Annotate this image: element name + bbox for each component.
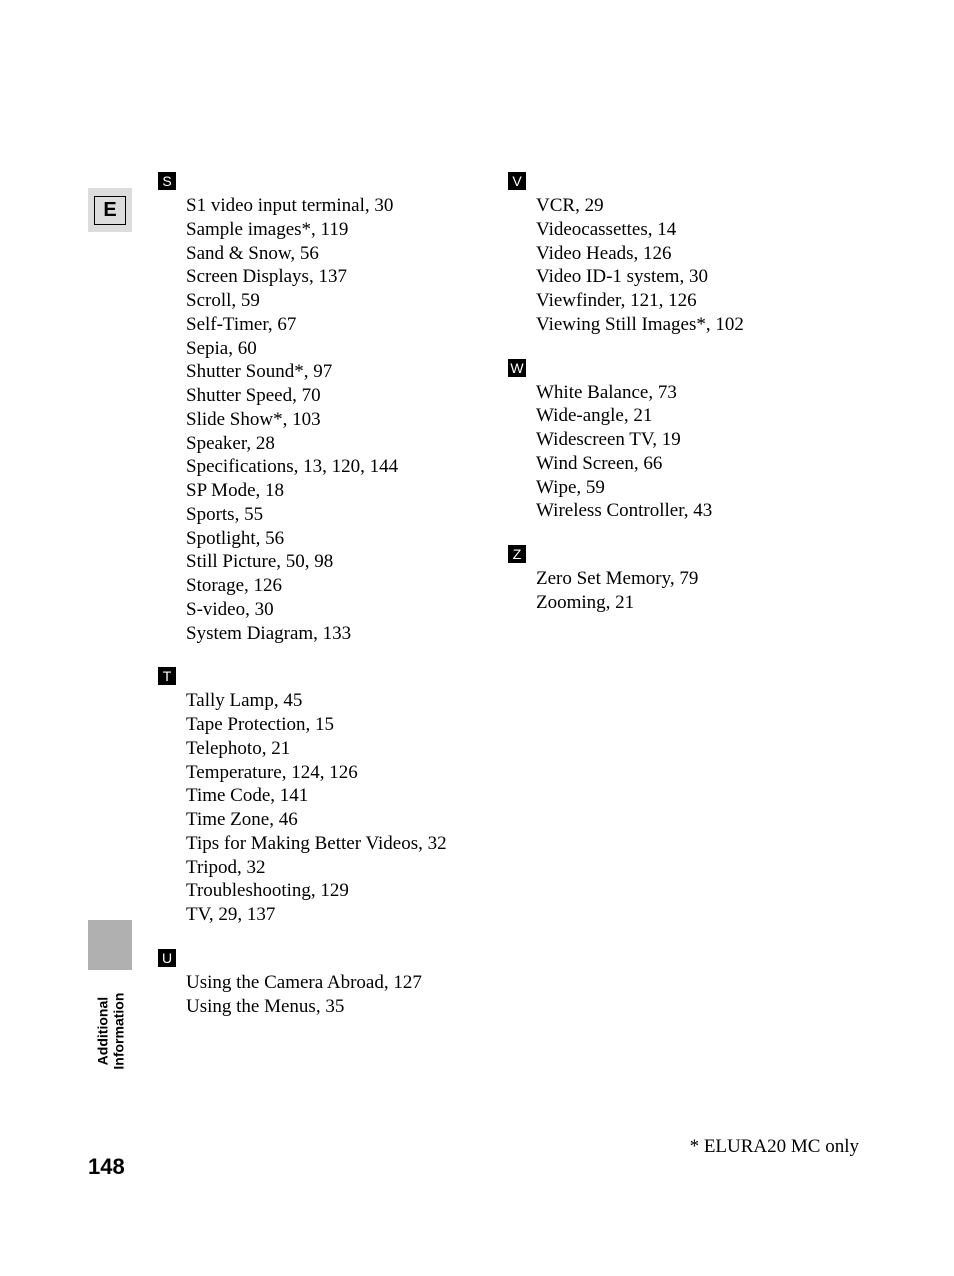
sidebar-tab-label-text: AdditionalInformation xyxy=(94,993,126,1070)
language-badge-letter: E xyxy=(94,196,125,225)
index-entry: Sample images*, 119 xyxy=(186,218,478,242)
index-entry: White Balance, 73 xyxy=(536,381,828,405)
index-section-v: V VCR, 29Videocassettes, 14Video Heads, 1… xyxy=(508,172,828,337)
index-entry: Tape Protection, 15 xyxy=(186,713,478,737)
index-section-u: U Using the Camera Abroad, 127Using the M… xyxy=(158,949,478,1019)
index-entry: SP Mode, 18 xyxy=(186,479,478,503)
sidebar-tab-block xyxy=(88,920,132,970)
index-entry: Self-Timer, 67 xyxy=(186,313,478,337)
index-entry: Speaker, 28 xyxy=(186,432,478,456)
index-column-left: S S1 video input terminal, 30Sample image… xyxy=(158,172,478,1040)
index-entry: Scroll, 59 xyxy=(186,289,478,313)
index-column-right: V VCR, 29Videocassettes, 14Video Heads, 1… xyxy=(508,172,828,1040)
index-entry: Sand & Snow, 56 xyxy=(186,242,478,266)
index-entry: Wide-angle, 21 xyxy=(536,404,828,428)
index-entry: Wind Screen, 66 xyxy=(536,452,828,476)
index-entry: Shutter Sound*, 97 xyxy=(186,360,478,384)
section-entries: Using the Camera Abroad, 127Using the Me… xyxy=(158,971,478,1019)
index-entry: Viewing Still Images*, 102 xyxy=(536,313,828,337)
index-entry: Videocassettes, 14 xyxy=(536,218,828,242)
language-badge: E xyxy=(88,188,132,232)
index-entry: Sepia, 60 xyxy=(186,337,478,361)
index-entry: Spotlight, 56 xyxy=(186,527,478,551)
index-entry: Time Code, 141 xyxy=(186,784,478,808)
index-entry: Tips for Making Better Videos, 32 xyxy=(186,832,478,856)
section-letter: U xyxy=(158,949,176,967)
index-section-s: S S1 video input terminal, 30Sample image… xyxy=(158,172,478,645)
index-entry: Zooming, 21 xyxy=(536,591,828,615)
section-entries: S1 video input terminal, 30Sample images… xyxy=(158,194,478,645)
section-letter: T xyxy=(158,667,176,685)
index-entry: Slide Show*, 103 xyxy=(186,408,478,432)
index-entry: S-video, 30 xyxy=(186,598,478,622)
index-entry: Troubleshooting, 129 xyxy=(186,879,478,903)
index-entry: Wireless Controller, 43 xyxy=(536,499,828,523)
index-entry: Still Picture, 50, 98 xyxy=(186,550,478,574)
index-entry: Telephoto, 21 xyxy=(186,737,478,761)
index-entry: Video Heads, 126 xyxy=(536,242,828,266)
index-entry: Wipe, 59 xyxy=(536,476,828,500)
index-section-z: Z Zero Set Memory, 79Zooming, 21 xyxy=(508,545,828,615)
index-entry: Tripod, 32 xyxy=(186,856,478,880)
section-letter: W xyxy=(508,359,526,377)
index-entry: Storage, 126 xyxy=(186,574,478,598)
index-entry: Screen Displays, 137 xyxy=(186,265,478,289)
index-entry: Temperature, 124, 126 xyxy=(186,761,478,785)
index-entry: TV, 29, 137 xyxy=(186,903,478,927)
index-entry: Tally Lamp, 45 xyxy=(186,689,478,713)
section-entries: Tally Lamp, 45Tape Protection, 15Telepho… xyxy=(158,689,478,927)
section-entries: VCR, 29Videocassettes, 14Video Heads, 12… xyxy=(508,194,828,337)
sidebar-tab-label: AdditionalInformation xyxy=(88,976,132,1086)
index-entry: System Diagram, 133 xyxy=(186,622,478,646)
index-entry: Video ID-1 system, 30 xyxy=(536,265,828,289)
index-entry: Time Zone, 46 xyxy=(186,808,478,832)
index-columns: S S1 video input terminal, 30Sample image… xyxy=(158,172,828,1040)
index-entry: Using the Camera Abroad, 127 xyxy=(186,971,478,995)
index-entry: VCR, 29 xyxy=(536,194,828,218)
index-entry: Widescreen TV, 19 xyxy=(536,428,828,452)
section-entries: Zero Set Memory, 79Zooming, 21 xyxy=(508,567,828,615)
index-entry: Zero Set Memory, 79 xyxy=(536,567,828,591)
page-number: 148 xyxy=(88,1154,125,1180)
index-section-t: T Tally Lamp, 45Tape Protection, 15Teleph… xyxy=(158,667,478,927)
index-entry: Shutter Speed, 70 xyxy=(186,384,478,408)
section-letter: V xyxy=(508,172,526,190)
index-entry: Sports, 55 xyxy=(186,503,478,527)
index-entry: Specifications, 13, 120, 144 xyxy=(186,455,478,479)
section-letter: Z xyxy=(508,545,526,563)
index-entry: Using the Menus, 35 xyxy=(186,995,478,1019)
section-letter: S xyxy=(158,172,176,190)
index-entry: Viewfinder, 121, 126 xyxy=(536,289,828,313)
section-entries: White Balance, 73Wide-angle, 21Widescree… xyxy=(508,381,828,524)
index-section-w: W White Balance, 73Wide-angle, 21Widescre… xyxy=(508,359,828,524)
footnote: * ELURA20 MC only xyxy=(690,1136,859,1158)
index-entry: S1 video input terminal, 30 xyxy=(186,194,478,218)
